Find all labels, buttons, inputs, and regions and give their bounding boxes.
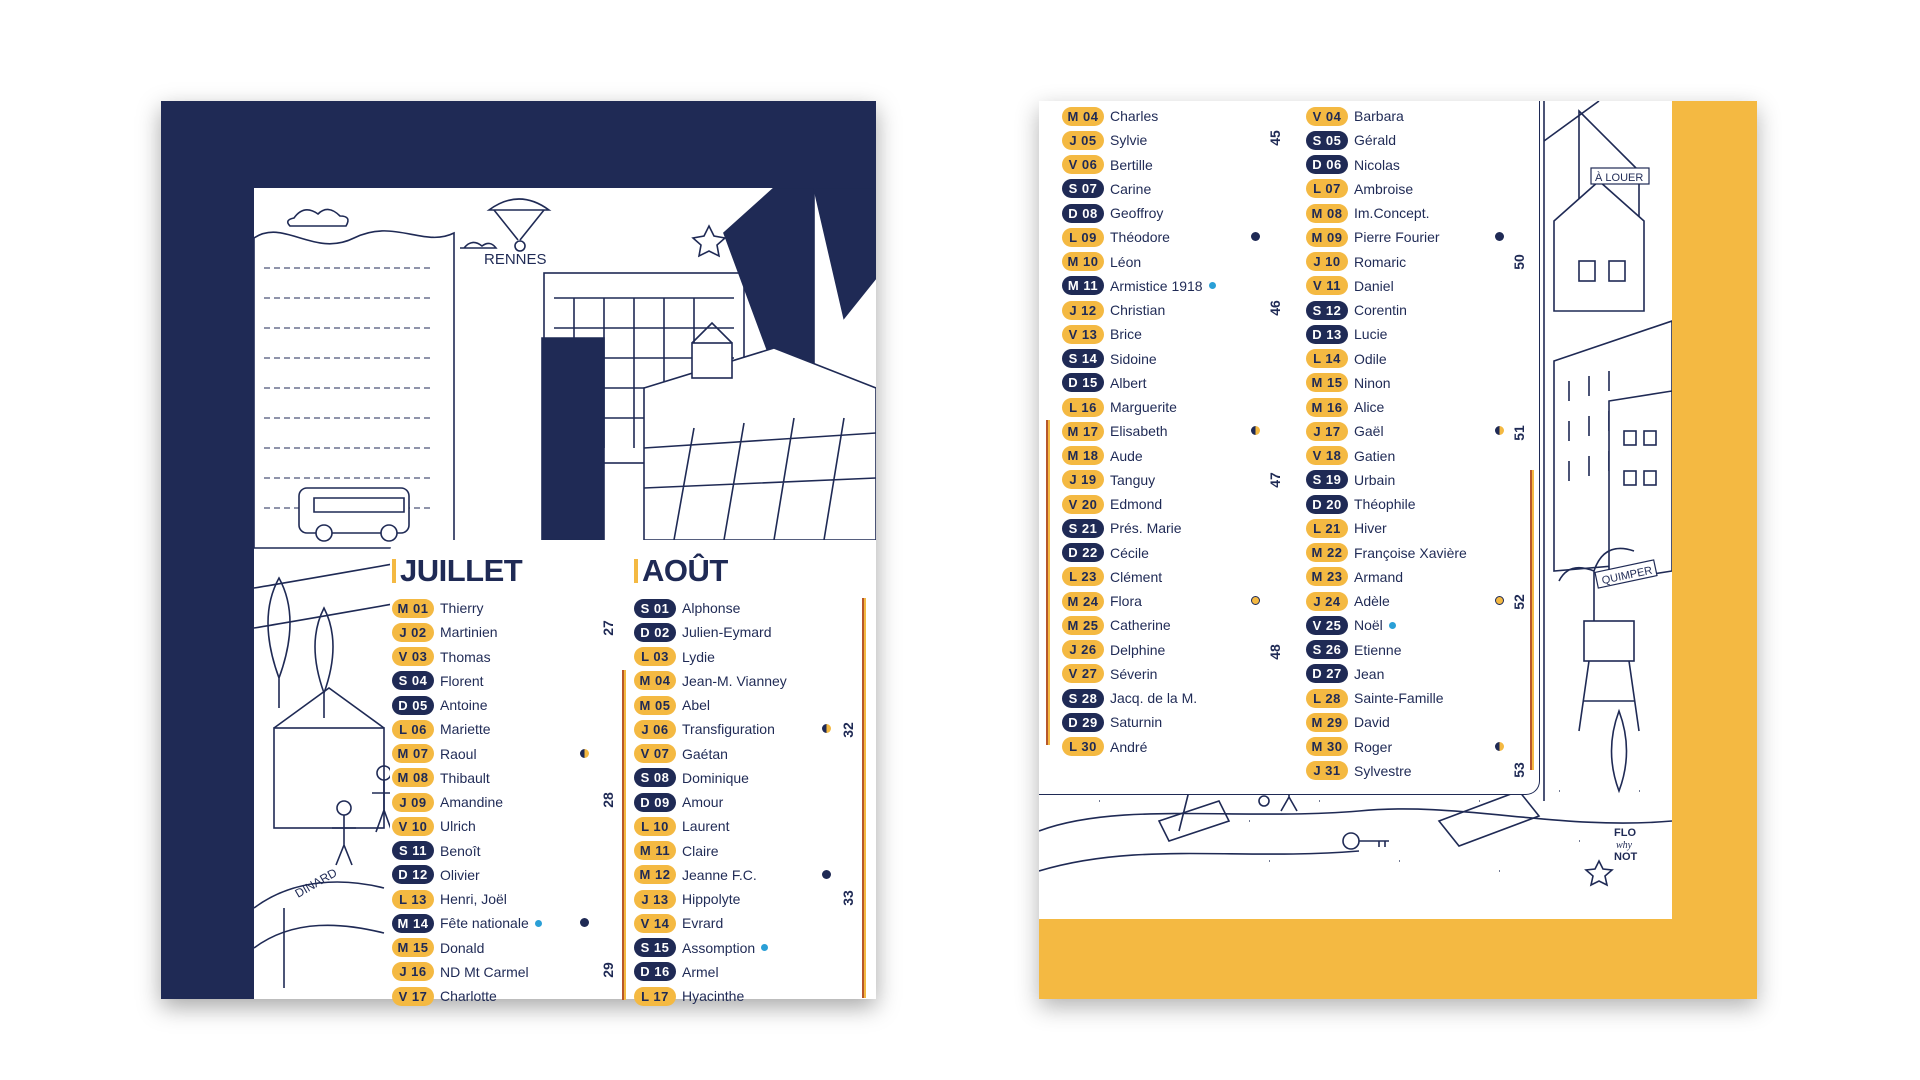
left-poster-sheet: RENNES DINARD [254, 188, 876, 999]
brand-logo-line3: NOT [1614, 851, 1638, 863]
right-calendar-panel [1039, 101, 1540, 795]
left-city-illustration: RENNES DINARD [254, 188, 876, 988]
rennes-sign-label: RENNES [484, 251, 547, 268]
brand-logo-line1: FLO [1614, 827, 1636, 839]
right-poster-sheet: À LOUER QUIMPER FLO why NOT [1039, 101, 1672, 919]
brand-logo-line2: why [1616, 840, 1633, 851]
left-calendar-panel [390, 540, 876, 999]
dinard-sign-label: DINARD [293, 865, 340, 900]
a-louer-sign-label: À LOUER [1595, 171, 1643, 184]
right-beach-illustration: À LOUER QUIMPER FLO why NOT [1039, 101, 1672, 887]
